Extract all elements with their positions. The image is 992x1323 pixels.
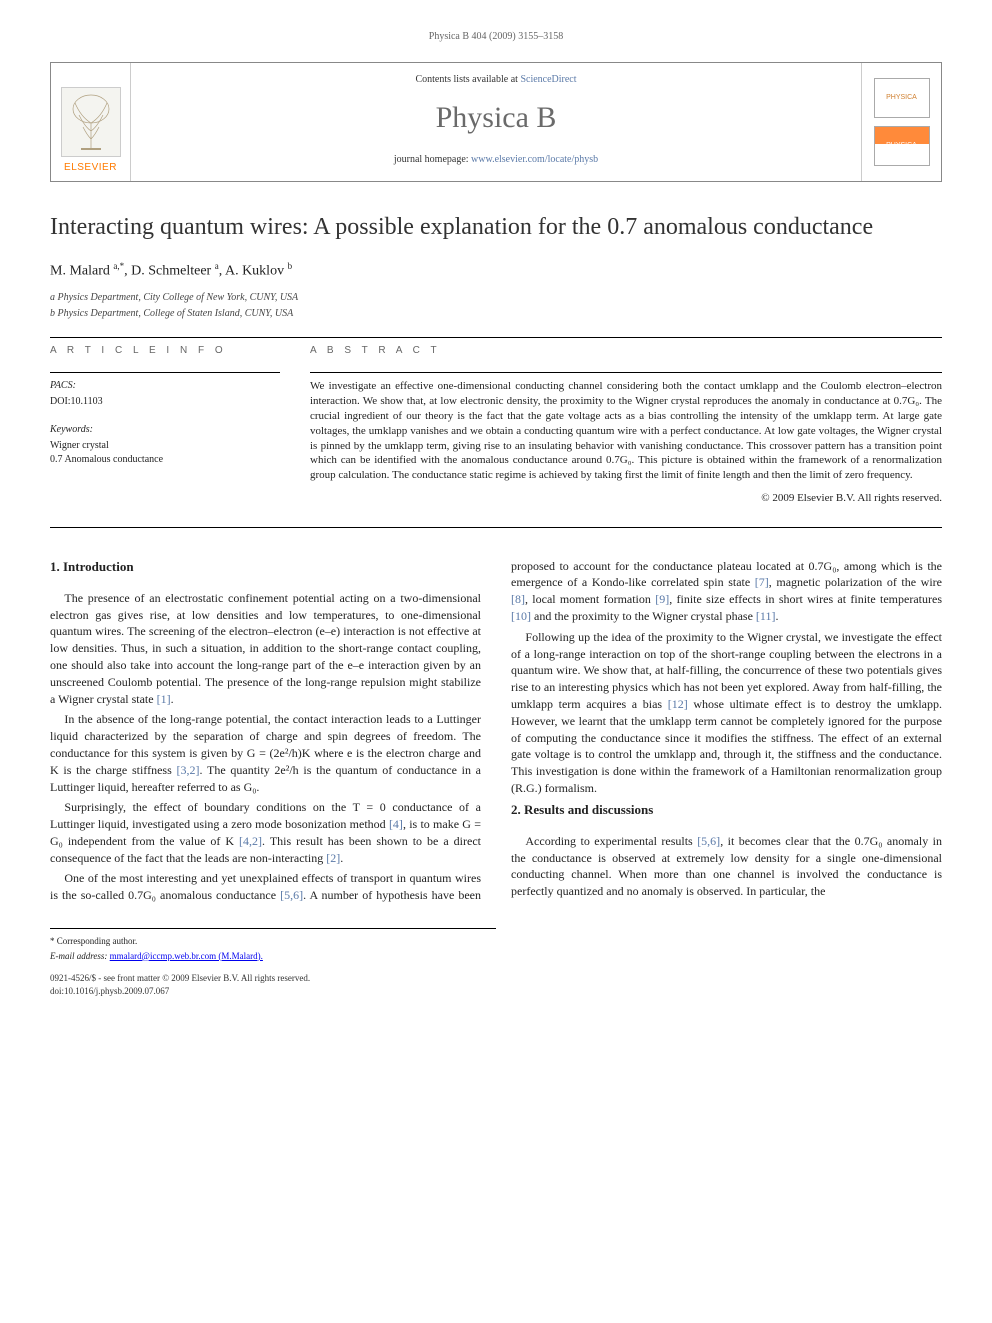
footnotes: * Corresponding author. E-mail address: … xyxy=(50,928,496,962)
abstract: a b s t r a c t We investigate an effect… xyxy=(310,344,942,506)
paragraph: Following up the idea of the proximity t… xyxy=(511,629,942,797)
citation-link[interactable]: [7] xyxy=(755,575,769,589)
affiliations: a Physics Department, City College of Ne… xyxy=(50,291,942,321)
article-title: Interacting quantum wires: A possible ex… xyxy=(50,212,942,242)
rule xyxy=(310,372,942,373)
citation-link[interactable]: [2] xyxy=(326,851,340,865)
abstract-heading: a b s t r a c t xyxy=(310,344,942,358)
sciencedirect-link[interactable]: ScienceDirect xyxy=(520,74,576,85)
citation-link[interactable]: [5,6] xyxy=(280,888,303,902)
author-list: M. Malard a,*, D. Schmelteer a, A. Kuklo… xyxy=(50,260,942,281)
info-heading: a r t i c l e i n f o xyxy=(50,344,280,358)
doi-line: doi:10.1016/j.physb.2009.07.067 xyxy=(50,985,942,998)
issn-line: 0921-4526/$ - see front matter © 2009 El… xyxy=(50,972,942,985)
homepage-link[interactable]: www.elsevier.com/locate/physb xyxy=(471,154,598,165)
keywords-label: Keywords: xyxy=(50,423,280,437)
citation-link[interactable]: [4] xyxy=(389,817,403,831)
keyword: 0.7 Anomalous conductance xyxy=(50,453,280,467)
article-body: 1. Introduction The presence of an elect… xyxy=(50,558,942,905)
cover-thumb-2: PHYSICA xyxy=(874,126,930,166)
affiliation: b Physics Department, College of Staten … xyxy=(50,307,942,321)
rule-thick xyxy=(50,527,942,528)
info-abstract-row: a r t i c l e i n f o PACS: DOI:10.1103 … xyxy=(50,344,942,506)
author-email-link[interactable]: mmalard@iccmp.web.br.com (M.Malard). xyxy=(110,951,263,961)
paragraph: According to experimental results [5,6],… xyxy=(511,833,942,900)
pacs-value: DOI:10.1103 xyxy=(50,395,280,409)
cover-thumbs: PHYSICA PHYSICA xyxy=(861,63,941,181)
citation-link[interactable]: [11] xyxy=(756,609,776,623)
affiliation: a Physics Department, City College of Ne… xyxy=(50,291,942,305)
citation-link[interactable]: [4,2] xyxy=(239,834,262,848)
publisher-block: ELSEVIER xyxy=(51,63,131,181)
paragraph: In the absence of the long-range potenti… xyxy=(50,711,481,795)
citation-link[interactable]: [10] xyxy=(511,609,531,623)
masthead-center: Contents lists available at ScienceDirec… xyxy=(131,63,861,181)
paragraph: Surprisingly, the effect of boundary con… xyxy=(50,799,481,866)
abstract-text: We investigate an effective one-dimensio… xyxy=(310,379,942,483)
running-head: Physica B 404 (2009) 3155–3158 xyxy=(50,30,942,44)
citation-link[interactable]: [3,2] xyxy=(176,763,199,777)
citation-link[interactable]: [12] xyxy=(668,697,688,711)
elsevier-tree-icon xyxy=(61,87,121,157)
email-label: E-mail address: xyxy=(50,951,107,961)
pacs-label: PACS: xyxy=(50,379,280,393)
section-heading: 1. Introduction xyxy=(50,558,481,576)
pacs-block: PACS: DOI:10.1103 xyxy=(50,379,280,409)
masthead: ELSEVIER Contents lists available at Sci… xyxy=(50,62,942,182)
citation-link[interactable]: [9] xyxy=(655,592,669,606)
bottom-meta: 0921-4526/$ - see front matter © 2009 El… xyxy=(50,972,942,997)
article-info: a r t i c l e i n f o PACS: DOI:10.1103 … xyxy=(50,344,280,506)
email-line: E-mail address: mmalard@iccmp.web.br.com… xyxy=(50,950,496,963)
abstract-copyright: © 2009 Elsevier B.V. All rights reserved… xyxy=(310,491,942,506)
contents-line: Contents lists available at ScienceDirec… xyxy=(151,73,841,87)
thumb-label: PHYSICA xyxy=(886,141,917,151)
thumb-label: PHYSICA xyxy=(886,93,917,103)
elsevier-label: ELSEVIER xyxy=(64,161,117,175)
journal-name: Physica B xyxy=(151,97,841,139)
paragraph: The presence of an electrostatic confine… xyxy=(50,590,481,708)
journal-homepage: journal homepage: www.elsevier.com/locat… xyxy=(151,153,841,167)
cover-thumb-1: PHYSICA xyxy=(874,78,930,118)
keyword: Wigner crystal xyxy=(50,439,280,453)
citation-link[interactable]: [1] xyxy=(157,692,171,706)
contents-prefix: Contents lists available at xyxy=(415,74,520,85)
homepage-prefix: journal homepage: xyxy=(394,154,471,165)
rule xyxy=(50,337,942,338)
citation-link[interactable]: [5,6] xyxy=(697,834,720,848)
citation-link[interactable]: [8] xyxy=(511,592,525,606)
rule xyxy=(50,372,280,373)
section-heading: 2. Results and discussions xyxy=(511,801,942,819)
corresponding-author: * Corresponding author. xyxy=(50,935,496,948)
keywords-block: Keywords: Wigner crystal 0.7 Anomalous c… xyxy=(50,423,280,467)
